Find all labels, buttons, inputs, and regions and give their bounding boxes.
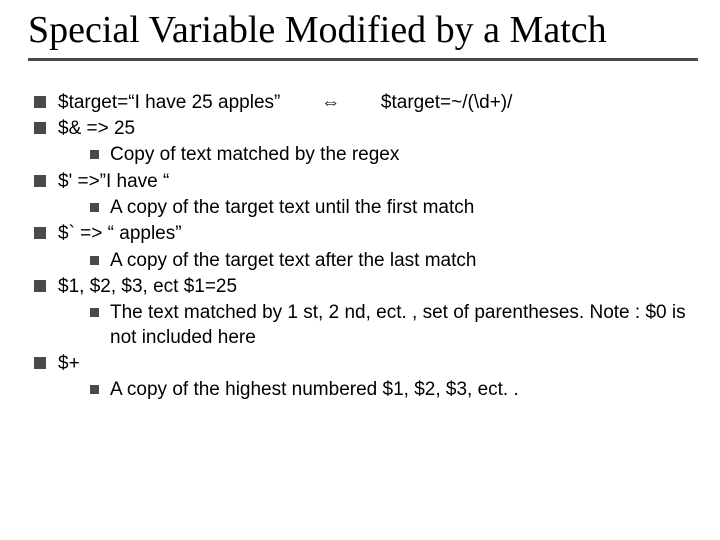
- b1-arrow: ⇔: [286, 91, 376, 115]
- bullet-4a-text: A copy of the target text after the last…: [110, 249, 476, 273]
- bullet-4-text: $` => “ apples”: [58, 222, 182, 246]
- bullet-2a-text: Copy of text matched by the regex: [110, 143, 399, 167]
- bullet-5a: The text matched by 1 st, 2 nd, ect. , s…: [90, 301, 698, 350]
- bullet-6a: A copy of the highest numbered $1, $2, $…: [90, 378, 698, 402]
- bullet-1-text: $target=“I have 25 apples” ⇔ $target=~/(…: [58, 91, 512, 115]
- bullet-4a: A copy of the target text after the last…: [90, 249, 698, 273]
- square-bullet-icon: [90, 256, 99, 265]
- square-bullet-icon: [34, 122, 46, 134]
- bullet-2a: Copy of text matched by the regex: [90, 143, 698, 167]
- bullet-5a-text: The text matched by 1 st, 2 nd, ect. , s…: [110, 301, 698, 350]
- square-bullet-icon: [90, 385, 99, 394]
- b1-left: $target=“I have 25 apples”: [58, 91, 280, 115]
- bullet-6-text: $+: [58, 352, 80, 376]
- bullet-2-text: $& => 25: [58, 117, 135, 141]
- bullet-2: $& => 25: [34, 117, 698, 141]
- b1-right: $target=~/(\d+)/: [381, 91, 513, 115]
- bullet-3: $' =>”I have “: [34, 170, 698, 194]
- bullet-5: $1, $2, $3, ect $1=25: [34, 275, 698, 299]
- square-bullet-icon: [90, 150, 99, 159]
- bullet-4: $` => “ apples”: [34, 222, 698, 246]
- bullet-3a-text: A copy of the target text until the firs…: [110, 196, 474, 220]
- bullet-5-text: $1, $2, $3, ect $1=25: [58, 275, 237, 299]
- bullet-3a: A copy of the target text until the firs…: [90, 196, 698, 220]
- title-rule: [28, 58, 698, 61]
- square-bullet-icon: [34, 227, 46, 239]
- square-bullet-icon: [90, 308, 99, 317]
- square-bullet-icon: [34, 96, 46, 108]
- square-bullet-icon: [34, 357, 46, 369]
- slide-content: $target=“I have 25 apples” ⇔ $target=~/(…: [28, 91, 698, 403]
- slide-title: Special Variable Modified by a Match: [28, 10, 698, 52]
- square-bullet-icon: [90, 203, 99, 212]
- square-bullet-icon: [34, 280, 46, 292]
- bullet-6a-text: A copy of the highest numbered $1, $2, $…: [110, 378, 519, 402]
- bullet-6: $+: [34, 352, 698, 376]
- square-bullet-icon: [34, 175, 46, 187]
- bullet-1: $target=“I have 25 apples” ⇔ $target=~/(…: [34, 91, 698, 115]
- bullet-3-text: $' =>”I have “: [58, 170, 169, 194]
